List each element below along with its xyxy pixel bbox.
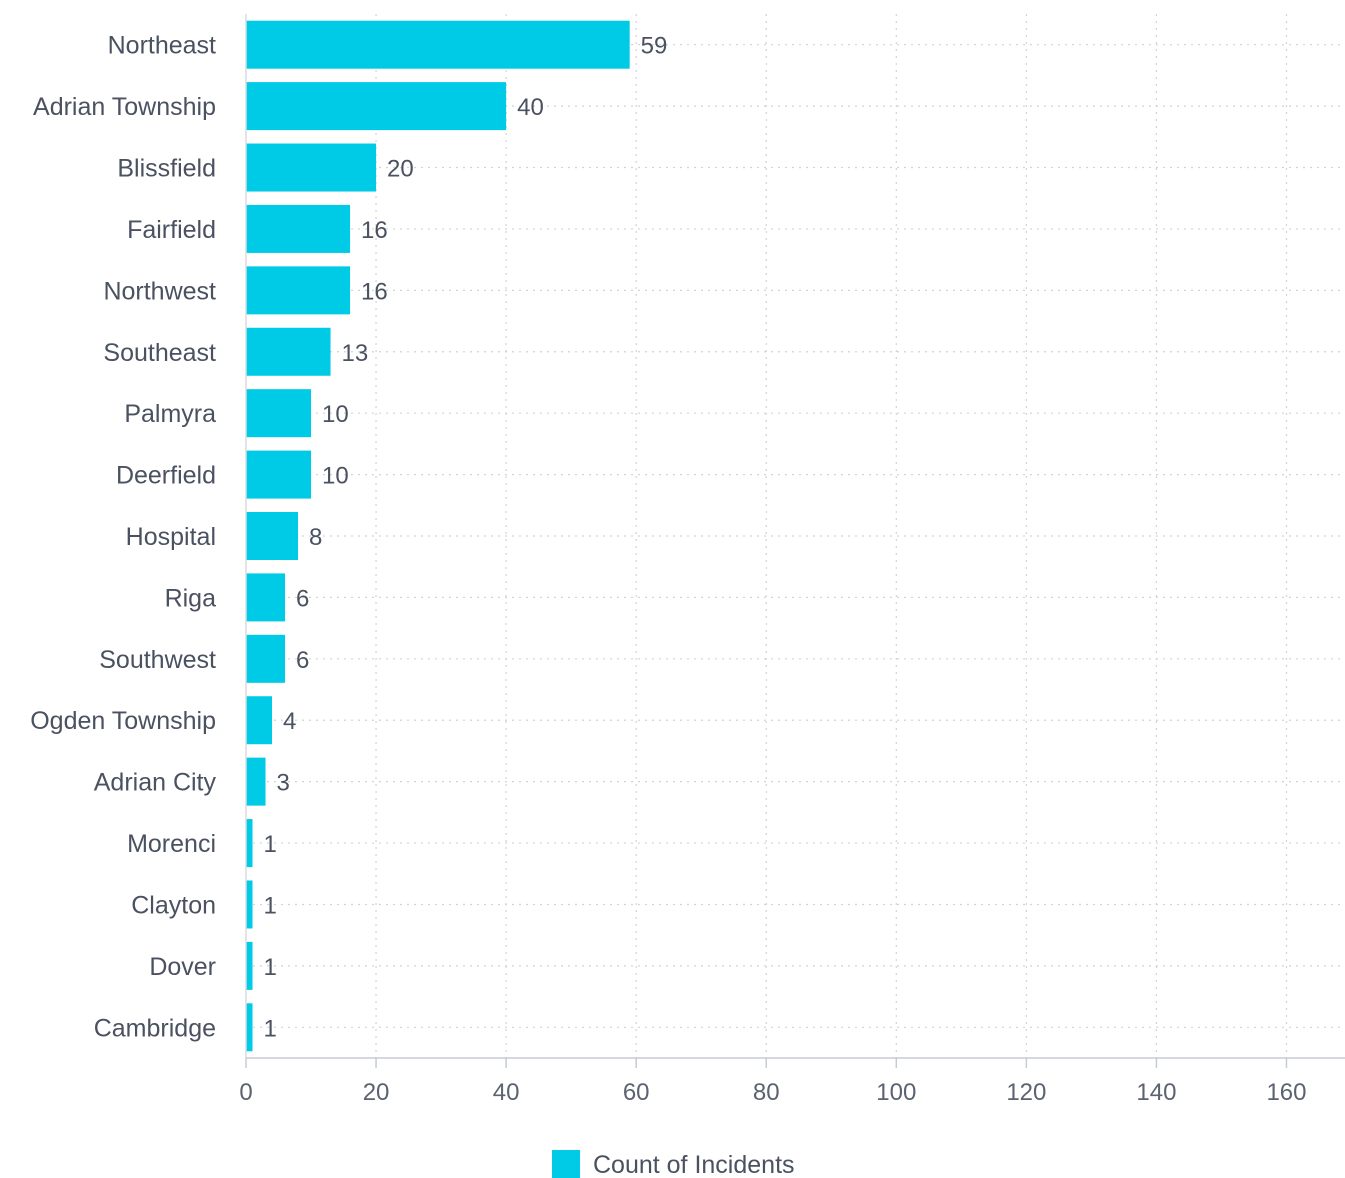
data-label: 16 xyxy=(361,278,388,305)
data-label: 1 xyxy=(264,892,277,919)
category-label: Southwest xyxy=(99,646,216,674)
category-label: Dover xyxy=(149,953,216,981)
category-label: Palmyra xyxy=(124,400,216,428)
category-label: Northeast xyxy=(108,32,216,60)
bar[interactable] xyxy=(246,634,286,683)
x-tick-label: 100 xyxy=(876,1079,916,1106)
bar[interactable] xyxy=(246,941,253,990)
x-tick-label: 120 xyxy=(1006,1079,1046,1106)
legend-swatch xyxy=(552,1150,580,1178)
legend[interactable]: Count of Incidents xyxy=(552,1150,795,1178)
x-tick-label: 0 xyxy=(239,1079,252,1106)
bar[interactable] xyxy=(246,143,377,192)
x-tick-label: 20 xyxy=(363,1079,390,1106)
data-label: 4 xyxy=(283,708,296,735)
data-label: 6 xyxy=(296,585,309,612)
data-label: 59 xyxy=(641,33,668,60)
category-label: Cambridge xyxy=(94,1014,216,1042)
bar[interactable] xyxy=(246,512,299,560)
category-label: Adrian City xyxy=(94,769,217,797)
category-label: Morenci xyxy=(127,830,216,858)
category-label: Southeast xyxy=(103,339,216,367)
category-labels: Northeast Adrian Township Blissfield Fairfi… xyxy=(30,32,216,1043)
category-label: Adrian Township xyxy=(33,93,216,121)
data-label: 10 xyxy=(322,401,349,428)
bar[interactable] xyxy=(246,880,253,929)
category-label: Riga xyxy=(165,584,217,612)
x-tick-label: 40 xyxy=(493,1079,520,1106)
bar[interactable] xyxy=(246,450,312,499)
data-label: 20 xyxy=(387,156,414,183)
data-labels: 59 40 20 16 16 13 10 10 8 6 6 4 3 1 1 1 1 xyxy=(264,33,668,1043)
data-label: 13 xyxy=(342,340,369,367)
bar[interactable] xyxy=(246,327,331,376)
bar[interactable] xyxy=(246,819,253,868)
bar[interactable] xyxy=(246,573,286,622)
x-axis: 0 20 40 60 80 100 120 140 160 xyxy=(239,14,1345,1106)
x-tick-label: 60 xyxy=(623,1079,650,1106)
bar[interactable] xyxy=(246,82,507,131)
data-label: 6 xyxy=(296,647,309,674)
category-label: Clayton xyxy=(131,891,216,919)
data-label: 1 xyxy=(264,954,277,981)
bar[interactable] xyxy=(246,389,312,438)
legend-label: Count of Incidents xyxy=(593,1151,795,1178)
data-label: 8 xyxy=(309,524,322,551)
data-label: 1 xyxy=(264,1015,277,1042)
data-label: 10 xyxy=(322,463,349,490)
category-label: Blissfield xyxy=(117,155,216,183)
category-label: Fairfield xyxy=(127,216,216,244)
x-tick-label: 140 xyxy=(1136,1079,1176,1106)
bar[interactable] xyxy=(246,1003,253,1052)
x-tick-label: 160 xyxy=(1266,1079,1306,1106)
bar[interactable] xyxy=(246,20,630,69)
data-label: 40 xyxy=(517,94,544,121)
bar[interactable] xyxy=(246,204,351,253)
data-label: 3 xyxy=(277,770,290,797)
bar[interactable] xyxy=(246,266,351,315)
bar[interactable] xyxy=(246,757,266,806)
x-tick-label: 80 xyxy=(753,1079,780,1106)
bar[interactable] xyxy=(246,696,273,745)
category-label: Northwest xyxy=(103,277,216,305)
category-label: Deerfield xyxy=(116,462,216,490)
bars xyxy=(246,20,630,1052)
data-label: 1 xyxy=(264,831,277,858)
category-label: Ogden Township xyxy=(30,707,216,735)
data-label: 16 xyxy=(361,217,388,244)
category-label: Hospital xyxy=(126,523,216,551)
